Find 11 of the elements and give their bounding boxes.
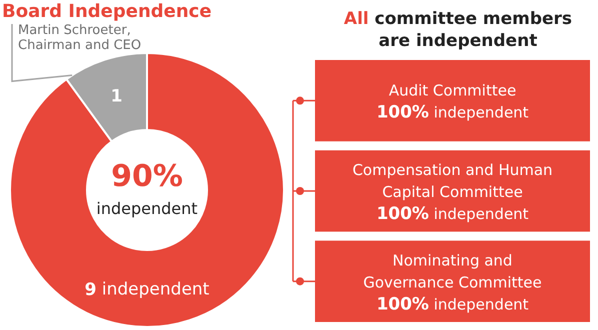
donut-slice xyxy=(9,52,285,328)
text: independent xyxy=(96,199,198,218)
text: Nominating and Governance Committee 100% independent xyxy=(363,251,542,314)
chart-title: Board Independence xyxy=(2,1,212,22)
slice-label: Martin Schroeter, Chairman and CEO xyxy=(18,23,142,53)
data-label: 1 xyxy=(110,86,122,106)
text: 90% xyxy=(111,159,183,194)
text: Audit Committee 100% independent xyxy=(376,82,529,123)
text: Compensation and Human Capital Committee 100% independent xyxy=(352,161,553,224)
data-label: 9 independent xyxy=(84,280,210,300)
text: All committee members are independent xyxy=(344,9,572,51)
